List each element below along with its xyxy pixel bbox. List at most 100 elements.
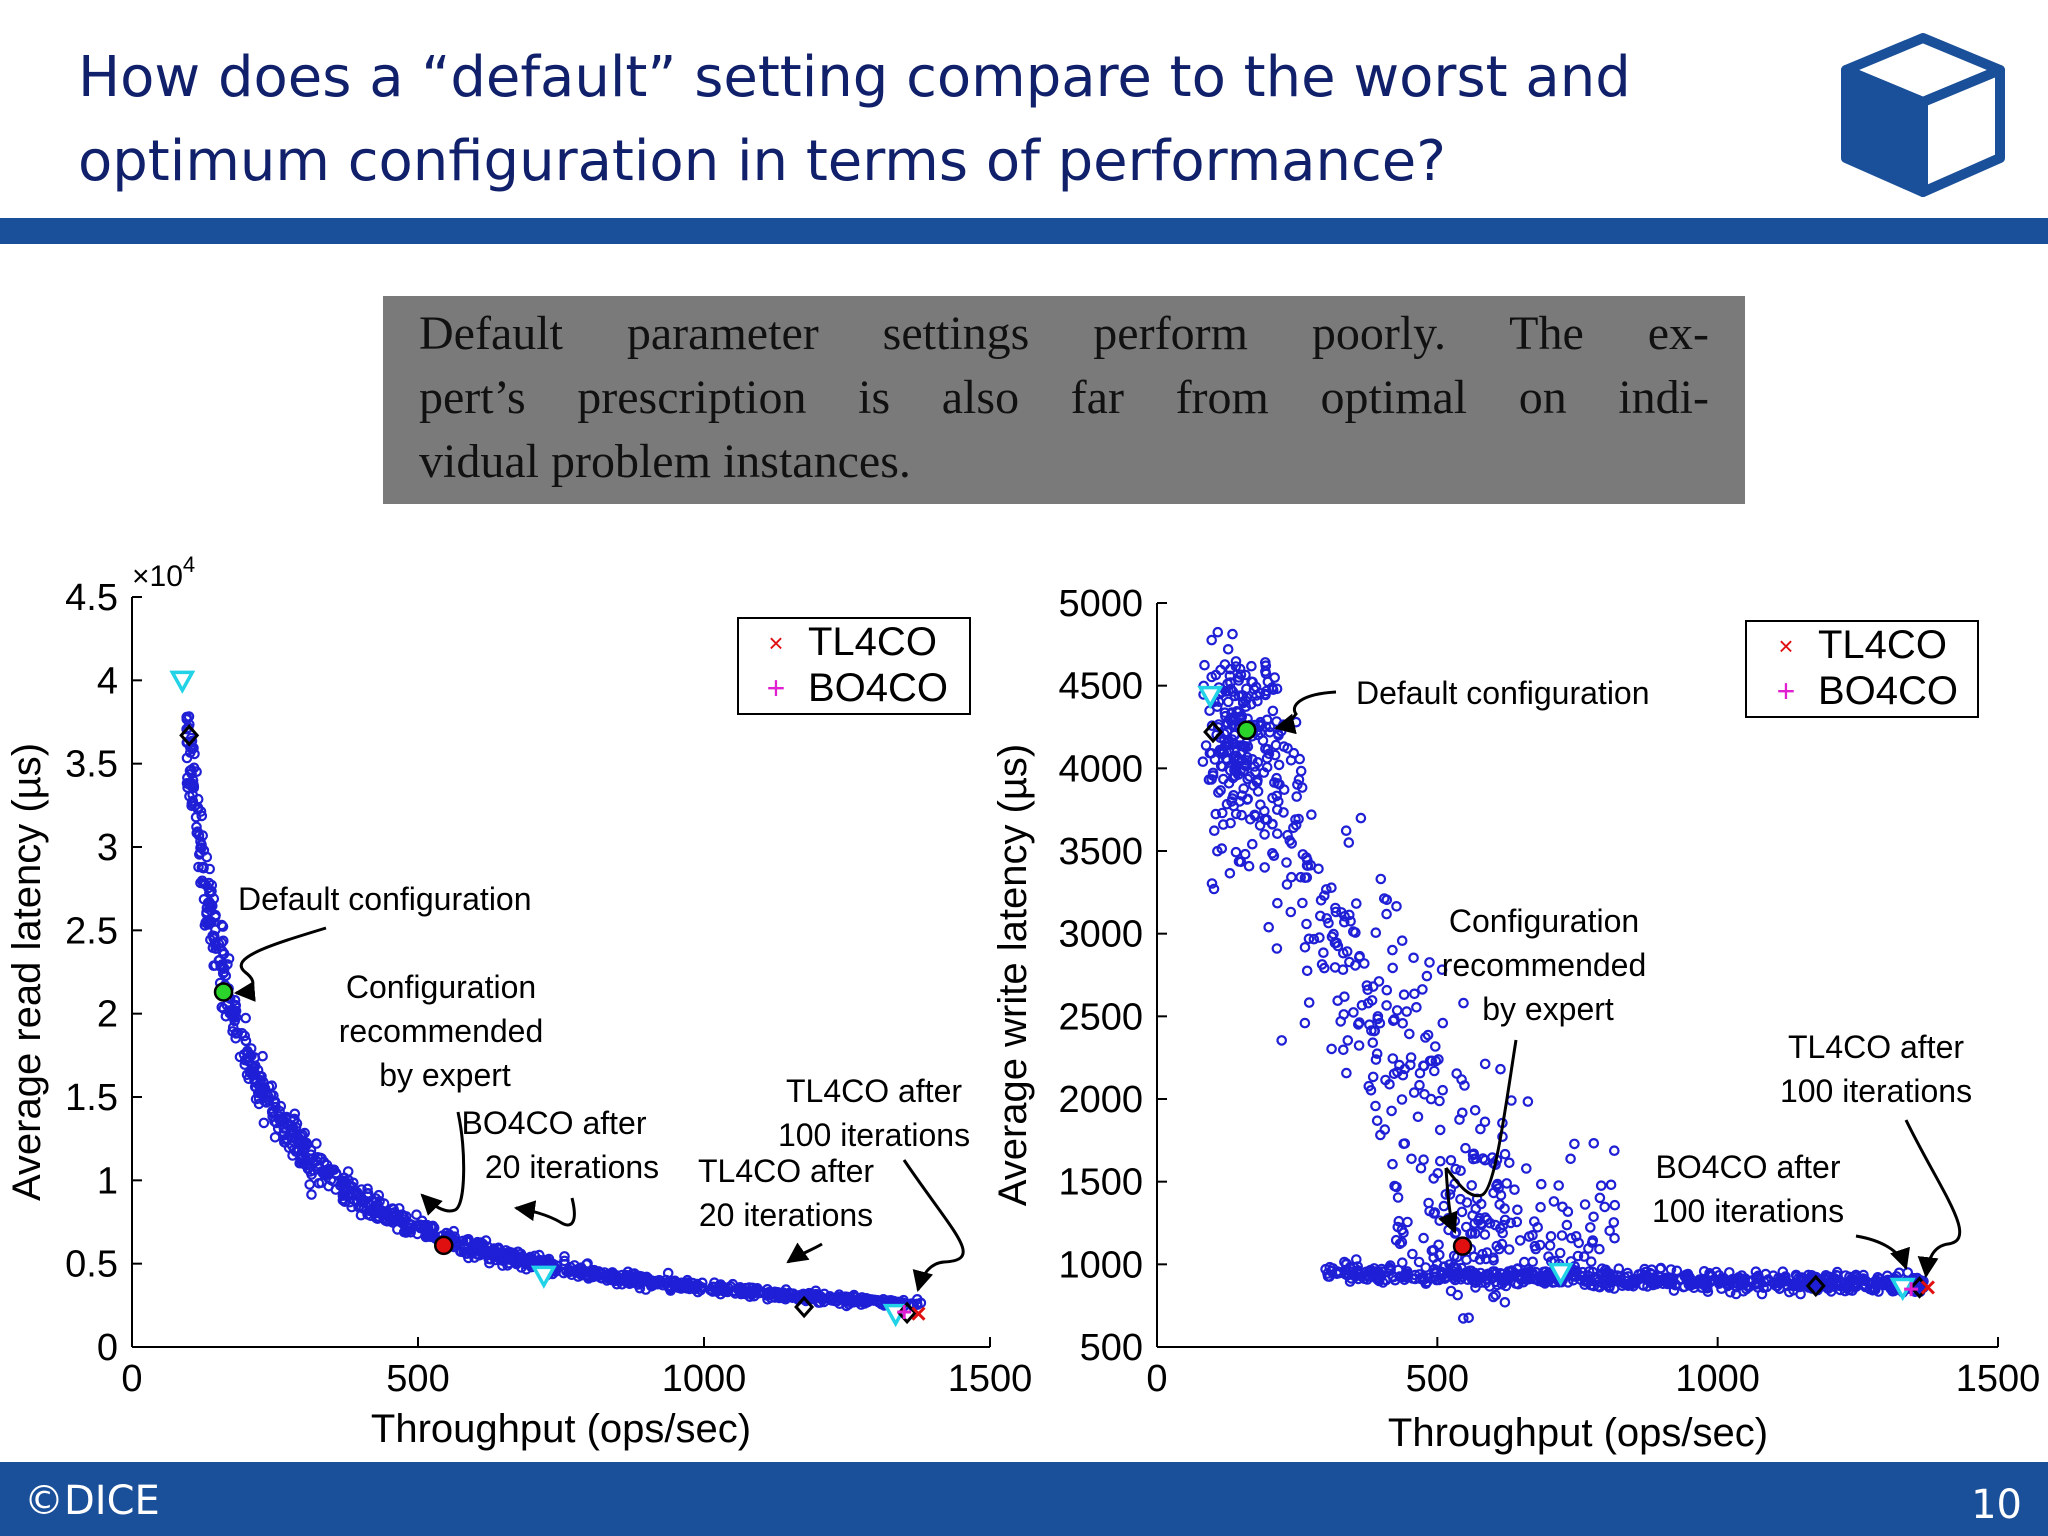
left-ann-default: Default configuration (238, 881, 532, 917)
right-cloud-point (1207, 770, 1219, 781)
right-cloud-point (1370, 1100, 1381, 1112)
right-cloud-point (1396, 1094, 1408, 1105)
left-cloud-point (497, 1260, 508, 1271)
right-cloud-point (1407, 1248, 1418, 1260)
left-cloud-point (301, 1137, 312, 1149)
right-cloud-point (1609, 1232, 1620, 1244)
right-cloud-point (1297, 897, 1308, 909)
left-cloud-point (193, 861, 204, 873)
right-cloud-point (1299, 1017, 1311, 1029)
right-cloud-point (1267, 682, 1278, 693)
left-cloud-point (181, 713, 193, 725)
right-cloud-point (1810, 1271, 1822, 1283)
left-cloud-point (227, 1026, 238, 1037)
right-cloud-point (1387, 1158, 1398, 1170)
right-cloud-point (1375, 873, 1387, 885)
left-cloud-point (186, 800, 197, 812)
right-cloud-point (1599, 1201, 1610, 1213)
right-cloud-point (1370, 1054, 1382, 1065)
right-cloud-point (1522, 1096, 1534, 1107)
right-cloud-point (1364, 1019, 1375, 1030)
left-cloud-point (227, 1022, 239, 1033)
right-cloud-point (1339, 916, 1350, 928)
right-cloud-point (1628, 1273, 1640, 1285)
left-cloud-point (601, 1270, 612, 1281)
right-cloud-point (1233, 675, 1244, 686)
right-cloud-point (1222, 643, 1234, 655)
left-ann-tl4co20-2: 20 iterations (699, 1197, 873, 1233)
right-cloud-point (1282, 829, 1293, 841)
right-cloud-point (1426, 1055, 1438, 1067)
right-cloud-point (1572, 1250, 1584, 1262)
right-cloud-point (1514, 1235, 1526, 1246)
right-cloud-point (1460, 1142, 1471, 1154)
right-cloud-point (1231, 706, 1243, 718)
right-cloud-point (1379, 1124, 1391, 1135)
left-cloud-point (635, 1271, 647, 1283)
right-cloud-point (1724, 1267, 1735, 1278)
right-cloud-point (1235, 669, 1247, 681)
left-cloud-point (480, 1248, 492, 1260)
right-cloud-point (1246, 660, 1257, 672)
right-legend-bo4co-label: BO4CO (1818, 669, 1958, 713)
right-cloud-point (1406, 1153, 1417, 1165)
right-cloud-point (1440, 1189, 1452, 1200)
left-arrow-expert (420, 1111, 466, 1216)
right-cloud-point (1241, 683, 1252, 695)
right-cloud-point (1607, 1276, 1618, 1287)
slide-title: How does a “default” setting compare to … (78, 36, 1778, 204)
right-cloud-point (1397, 1017, 1408, 1029)
right-cloud-point (1434, 1095, 1445, 1107)
right-cloud-point (1389, 1180, 1400, 1192)
right-cloud-point (1215, 664, 1226, 676)
right-cloud-point (1604, 1225, 1615, 1237)
right-cloud-point (1301, 872, 1313, 883)
right-cloud-point (1394, 1238, 1406, 1250)
right-cloud-point (1475, 1123, 1486, 1135)
right-cloud-point (1422, 1029, 1434, 1041)
right-legend: × TL4CO + BO4CO (1745, 620, 1979, 718)
right-cloud-point (1554, 1247, 1566, 1259)
right-x-tick-label: 1500 (1956, 1358, 2041, 1400)
right-cloud-point (1571, 1265, 1582, 1277)
right-cloud-point (1243, 860, 1255, 872)
right-cloud-point (1258, 767, 1270, 778)
left-cloud-point (240, 1035, 252, 1047)
right-ann-default: Default configuration (1356, 675, 1650, 711)
right-cloud-point (1619, 1272, 1630, 1283)
right-ann-tl4co100-2: 100 iterations (1780, 1073, 1972, 1109)
right-cloud-point (1795, 1288, 1806, 1300)
left-cloud-point (304, 1179, 315, 1190)
right-cloud-point (1322, 1268, 1333, 1279)
left-cloud-point (753, 1287, 765, 1299)
right-cloud-point (1341, 946, 1353, 957)
left-cloud-point (297, 1129, 308, 1141)
right-legend-tl4co-label: TL4CO (1818, 623, 1947, 667)
right-cloud-point (1359, 958, 1370, 969)
right-cloud-point (1250, 810, 1261, 822)
right-cloud-point (1308, 933, 1320, 945)
right-cloud-point (1430, 1041, 1441, 1052)
right-cloud-point (1437, 1017, 1449, 1029)
right-cloud-point (1435, 1155, 1446, 1167)
left-cloud-point (198, 893, 210, 905)
left-cloud-point (242, 1045, 253, 1057)
right-worst-triangle-marker (1197, 685, 1224, 710)
right-cloud-point (1240, 669, 1251, 681)
right-legend-box (1745, 620, 1979, 718)
left-cloud-point (558, 1267, 569, 1279)
left-arrows (233, 926, 965, 1293)
left-cloud-point (195, 847, 206, 858)
right-cloud-point (1553, 1180, 1564, 1191)
right-cloud-point (1637, 1279, 1649, 1291)
right-cloud-point (1503, 1244, 1515, 1255)
left-diamond-end-marker (897, 1301, 918, 1325)
right-cloud-point (1511, 1216, 1523, 1228)
right-cloud-point (1504, 1157, 1515, 1169)
left-cloud-point (406, 1219, 417, 1231)
right-cloud-point (1224, 867, 1236, 879)
right-cloud-point (1414, 1067, 1426, 1079)
right-cloud-point (1326, 1043, 1337, 1055)
right-cloud-point (1512, 1263, 1523, 1275)
right-cloud-point (1477, 1153, 1489, 1164)
